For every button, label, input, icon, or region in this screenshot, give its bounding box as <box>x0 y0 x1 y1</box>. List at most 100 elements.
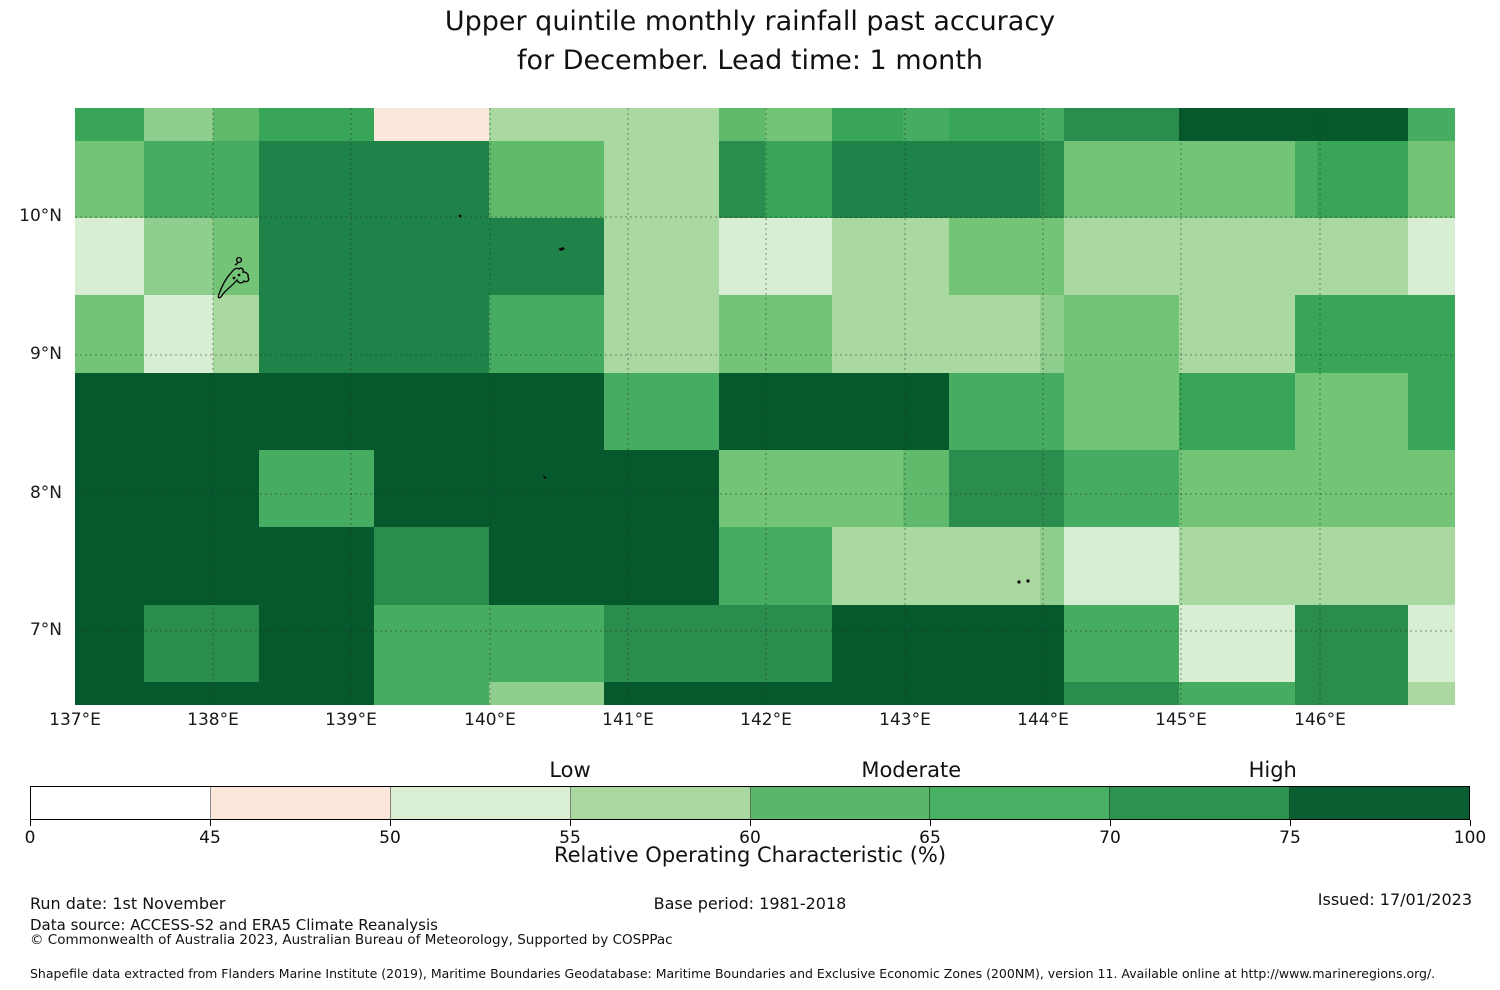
map-cell <box>1408 450 1455 527</box>
map-cell <box>1179 108 1295 141</box>
map-cell <box>351 295 374 373</box>
map-cell <box>1064 605 1179 682</box>
map-cell <box>1040 605 1064 682</box>
chart-title-line1: Upper quintile monthly rainfall past acc… <box>444 6 1056 37</box>
colorbar: 0 45 50 55 60 65 70 75 100 Low Moderate High <box>25 758 1487 848</box>
map-cell <box>75 141 144 218</box>
map-cell <box>75 450 144 527</box>
map-cell <box>1064 450 1179 527</box>
map-cell <box>489 682 604 705</box>
map-cell <box>489 450 604 527</box>
map-cell <box>144 108 213 141</box>
map-cell <box>75 108 144 141</box>
map-cell <box>1040 682 1064 705</box>
map-cell <box>374 682 489 705</box>
x-axis-tick-label: 138°E <box>187 710 239 730</box>
colorbar-tick-mark <box>210 820 211 826</box>
map-cell <box>1317 682 1408 705</box>
map-cell <box>144 450 213 527</box>
map-cell <box>1408 373 1455 450</box>
map-cell <box>259 218 351 295</box>
map-cell <box>719 605 765 682</box>
map-cell <box>1317 295 1408 373</box>
map-cell <box>1179 373 1295 450</box>
map-cell <box>213 108 259 141</box>
run-date-text: Run date: 1st November <box>30 894 226 913</box>
map-cell <box>1179 295 1295 373</box>
map-cell <box>949 373 1040 450</box>
map-cell <box>719 527 765 605</box>
map-cell <box>259 295 351 373</box>
colorbar-category-label: High <box>1248 758 1297 782</box>
map-cell <box>1408 682 1455 705</box>
map-cell <box>213 450 259 527</box>
y-axis-tick-label: 8°N <box>29 483 62 503</box>
map-cell <box>1408 605 1455 682</box>
map-cell <box>604 373 627 450</box>
map-cell <box>627 218 719 295</box>
map-cell <box>1295 218 1317 295</box>
colorbar-tick-label: 55 <box>559 828 581 848</box>
map-cell <box>213 218 259 295</box>
map-cell <box>719 682 765 705</box>
map-cell <box>903 450 949 527</box>
map-cell <box>75 605 144 682</box>
map-cell <box>719 108 765 141</box>
map-cell <box>75 527 144 605</box>
map-cell <box>765 450 832 527</box>
map-cell <box>903 527 949 605</box>
map-cell <box>765 373 832 450</box>
map-cell <box>489 108 604 141</box>
map-cell <box>832 450 903 527</box>
map-cell <box>374 141 489 218</box>
map-cell <box>374 527 489 605</box>
map-cell <box>351 218 374 295</box>
issued-date-text: Issued: 17/01/2023 <box>1317 890 1472 909</box>
map-cell <box>627 605 719 682</box>
map-cell <box>1317 141 1408 218</box>
map-cell <box>213 527 259 605</box>
map-cell <box>719 218 765 295</box>
map-cell <box>949 682 1040 705</box>
map-cell <box>144 373 213 450</box>
map-cell <box>1040 141 1064 218</box>
map-cell <box>1408 218 1455 295</box>
colorbar-tick-mark <box>750 820 751 826</box>
map-cell <box>1295 141 1317 218</box>
map-cell <box>351 108 374 141</box>
map-cell <box>1040 527 1064 605</box>
colorbar-tick-mark <box>30 820 31 826</box>
map-cell <box>213 141 259 218</box>
colorbar-tick-label: 60 <box>739 828 761 848</box>
x-axis-tick-label: 137°E <box>49 710 101 730</box>
map-cell <box>259 527 351 605</box>
map-cell <box>949 527 1040 605</box>
colorbar-segment <box>750 787 931 819</box>
map-cell <box>374 605 489 682</box>
map-cell <box>765 527 832 605</box>
base-period-text: Base period: 1981-2018 <box>653 894 847 913</box>
map-cell <box>627 373 719 450</box>
map-cell <box>832 108 903 141</box>
colorbar-tick-mark <box>570 820 571 826</box>
map-cell <box>374 108 489 141</box>
map-cell <box>1064 527 1179 605</box>
map-cell <box>903 373 949 450</box>
map-cell <box>489 373 604 450</box>
map-cell <box>1179 141 1295 218</box>
map-cell <box>75 682 144 705</box>
map-cell <box>903 295 949 373</box>
map-cell <box>949 218 1040 295</box>
colorbar-category-label: Moderate <box>861 758 962 782</box>
colorbar-tick-label: 50 <box>379 828 401 848</box>
map-cell <box>604 218 627 295</box>
colorbar-tick-label: 100 <box>1453 828 1487 848</box>
map-cell <box>1179 450 1295 527</box>
map-cell <box>144 605 213 682</box>
map-cell <box>604 450 627 527</box>
map-cell <box>213 295 259 373</box>
map-cell <box>213 605 259 682</box>
map-cell <box>1064 682 1179 705</box>
x-axis-tick-label: 140°E <box>464 710 516 730</box>
